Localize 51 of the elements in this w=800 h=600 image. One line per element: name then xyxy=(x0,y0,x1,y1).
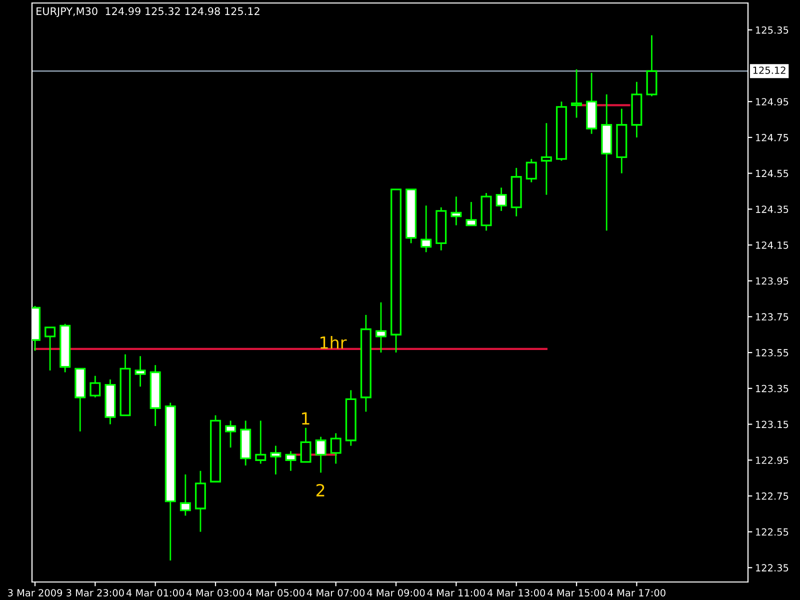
annotation: 1 xyxy=(302,412,310,425)
y-tick-label: 122.95 xyxy=(756,456,788,464)
candlestick xyxy=(225,420,236,448)
x-tick-label: 4 Mar 13:00 xyxy=(487,589,546,596)
x-tick-label: 4 Mar 09:00 xyxy=(367,589,425,596)
y-tick-label: 124.35 xyxy=(756,206,788,213)
y-tick-label: 122.55 xyxy=(756,528,788,536)
x-tick-label: 4 Mar 11:00 xyxy=(427,589,485,596)
x-tick-label: 4 Mar 05:00 xyxy=(246,589,304,596)
candlestick xyxy=(646,34,658,97)
candlestick xyxy=(571,68,582,118)
y-tick-label: 124.75 xyxy=(756,134,788,142)
candlestick xyxy=(300,427,312,463)
x-tick-label: 4 Mar 15:00 xyxy=(548,589,606,596)
y-tick-label: 123.95 xyxy=(756,277,788,285)
candlestick xyxy=(315,436,326,474)
annotation: 2 xyxy=(316,484,324,496)
candlestick xyxy=(44,326,56,372)
x-tick-label: 4 Mar 17:00 xyxy=(608,589,666,596)
x-tick-label: 4 Mar 07:00 xyxy=(306,589,365,596)
candlestick xyxy=(466,201,477,226)
x-tick-label: 4 Mar 03:00 xyxy=(186,589,244,596)
candlestick xyxy=(420,204,432,253)
x-tick-label: 4 Mar 01:00 xyxy=(126,589,184,596)
y-tick-label: 124.55 xyxy=(756,170,788,178)
x-tick-label: 3 Mar 23:00 xyxy=(66,589,124,596)
candlestick xyxy=(255,420,266,464)
y-tick-label: 123.75 xyxy=(756,313,788,321)
ref-line-label: 125.12 xyxy=(753,66,786,74)
candlestick xyxy=(180,474,191,516)
candlestick xyxy=(90,375,101,398)
y-tick-label: 124.15 xyxy=(756,241,788,249)
annotation: 1hr xyxy=(320,336,347,349)
candlestick xyxy=(526,158,537,183)
candlestick xyxy=(540,122,552,196)
candlestick xyxy=(134,355,146,388)
chart-title: EURJPY,M30 124.99 125.32 124.98 125.12 xyxy=(36,7,260,18)
candlestick xyxy=(330,432,342,464)
candlestick xyxy=(270,445,282,476)
y-tick-label: 123.15 xyxy=(756,420,788,428)
candlestick xyxy=(496,186,507,212)
y-tick-label: 123.35 xyxy=(756,384,788,392)
x-tick-label: 3 Mar 2009 xyxy=(8,589,62,596)
y-tick-label: 122.75 xyxy=(756,492,788,500)
y-tick-label: 124.95 xyxy=(756,98,788,106)
candlestick xyxy=(375,302,386,354)
y-tick-label: 125.35 xyxy=(756,26,788,34)
candlestick xyxy=(450,196,462,226)
candlestick xyxy=(285,450,296,472)
y-tick-label: 123.55 xyxy=(756,349,788,356)
y-tick-label: 122.35 xyxy=(756,564,788,572)
